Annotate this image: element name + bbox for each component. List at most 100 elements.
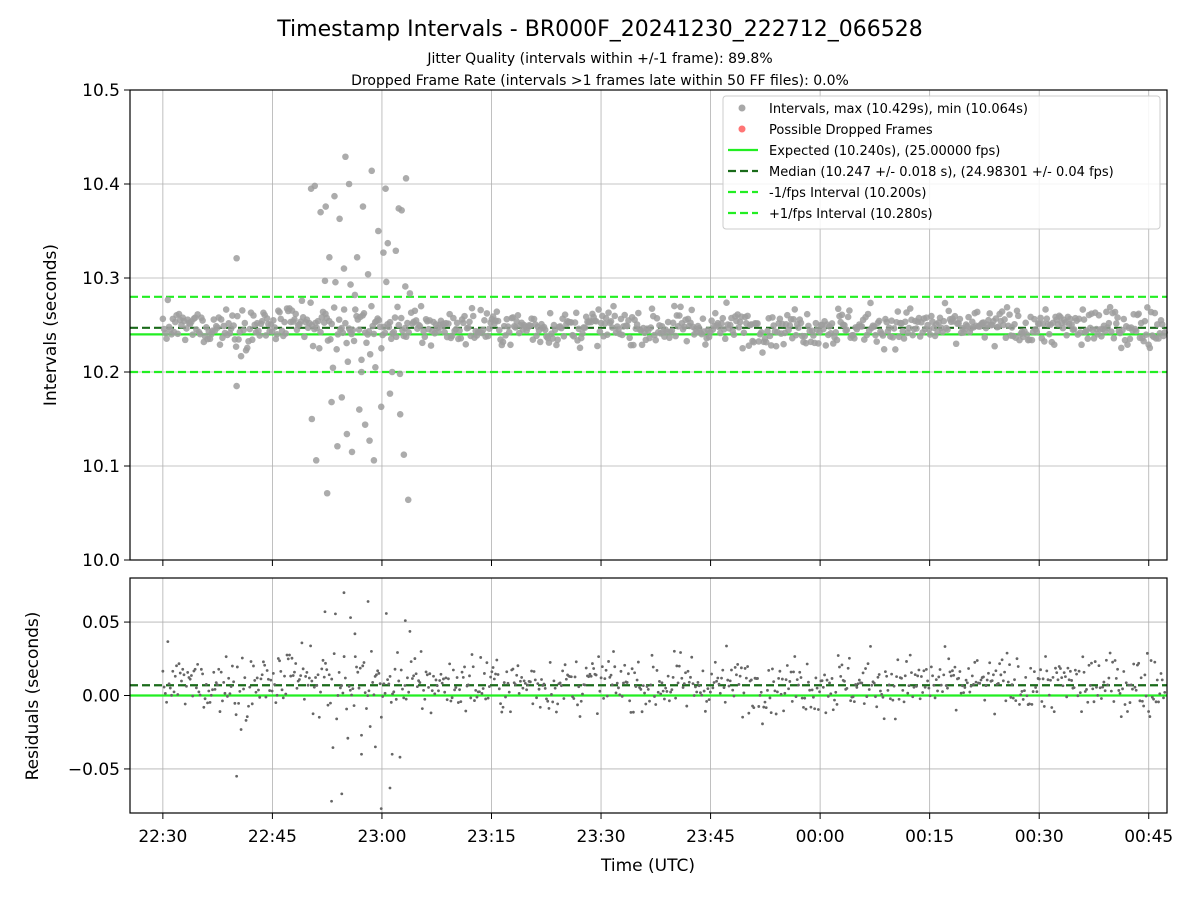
residual-point xyxy=(242,687,245,691)
residual-point xyxy=(166,640,170,644)
residual-point xyxy=(866,662,870,666)
residual-point xyxy=(463,665,466,669)
interval-point xyxy=(514,312,522,319)
interval-point xyxy=(398,207,405,214)
residual-point xyxy=(759,690,763,694)
residual-point xyxy=(631,710,635,714)
residual-point xyxy=(304,675,308,678)
interval-point xyxy=(900,335,908,342)
residual-point xyxy=(424,670,428,674)
interval-point xyxy=(851,335,858,342)
residual-point xyxy=(240,656,244,660)
residual-point xyxy=(665,690,669,693)
interval-point xyxy=(505,328,513,336)
residual-point xyxy=(975,659,979,662)
residual-point xyxy=(1092,700,1096,704)
legend-box xyxy=(722,95,1161,230)
residual-point xyxy=(388,786,392,790)
interval-point xyxy=(271,324,278,331)
residual-point xyxy=(423,697,427,701)
residual-point xyxy=(1097,664,1101,668)
interval-point xyxy=(370,457,378,464)
interval-point xyxy=(368,167,376,175)
residual-point xyxy=(733,666,737,669)
interval-point xyxy=(308,415,316,423)
residual-point xyxy=(250,702,254,706)
interval-point xyxy=(493,308,501,315)
interval-point xyxy=(630,341,637,349)
residual-point xyxy=(404,697,408,701)
interval-point xyxy=(396,370,404,378)
residual-point xyxy=(387,682,391,686)
residual-point xyxy=(347,684,351,688)
residual-point xyxy=(499,702,502,706)
residual-point xyxy=(1032,670,1036,674)
residual-point xyxy=(928,694,932,698)
residual-point xyxy=(178,671,182,675)
residual-point xyxy=(967,667,970,670)
residual-point xyxy=(790,699,794,703)
interval-point xyxy=(162,329,169,337)
residual-point xyxy=(1155,678,1159,682)
residual-point xyxy=(559,684,563,688)
residual-point xyxy=(295,686,299,690)
residual-point xyxy=(227,676,231,680)
residual-point xyxy=(265,669,269,672)
residual-point xyxy=(998,662,1002,666)
residual-point xyxy=(212,670,216,674)
residual-point xyxy=(783,691,787,695)
x-tick-label: 22:45 xyxy=(248,827,297,847)
residual-point xyxy=(1139,676,1143,680)
residual-point xyxy=(630,667,634,671)
interval-point xyxy=(405,328,412,336)
residual-point xyxy=(275,693,279,697)
interval-point xyxy=(740,329,748,337)
residual-point xyxy=(1039,668,1042,672)
interval-point xyxy=(926,331,934,338)
residual-point xyxy=(623,663,627,667)
interval-point xyxy=(309,342,317,350)
residual-point xyxy=(1073,668,1077,672)
residual-point xyxy=(1020,690,1024,693)
interval-point xyxy=(664,318,672,326)
interval-point xyxy=(411,307,419,315)
residual-point xyxy=(736,663,740,666)
interval-point xyxy=(940,317,948,325)
interval-point xyxy=(397,314,405,322)
residual-point xyxy=(619,669,623,673)
residual-point xyxy=(506,681,510,685)
residual-point xyxy=(744,676,748,680)
residual-point xyxy=(237,701,240,705)
residual-point xyxy=(788,680,792,683)
interval-point xyxy=(646,334,653,342)
residual-point xyxy=(1112,700,1116,703)
residual-point xyxy=(1052,710,1056,714)
interval-point xyxy=(348,448,356,456)
residual-point xyxy=(692,694,696,697)
interval-point xyxy=(1037,314,1044,322)
residual-point xyxy=(715,679,718,683)
residual-point xyxy=(679,651,682,654)
residual-point xyxy=(908,653,912,657)
residual-point xyxy=(1061,684,1065,688)
interval-point xyxy=(986,310,993,317)
residual-point xyxy=(1090,661,1093,665)
residual-point xyxy=(434,678,438,682)
residual-point xyxy=(427,685,430,689)
interval-point xyxy=(336,215,343,223)
residual-point xyxy=(1008,663,1011,667)
residual-point xyxy=(710,672,713,676)
residual-point xyxy=(433,692,437,696)
residual-point xyxy=(1042,705,1046,708)
residual-point xyxy=(448,662,452,666)
residual-point xyxy=(634,685,638,688)
residual-point xyxy=(1143,673,1147,677)
residual-point xyxy=(811,695,815,699)
interval-point xyxy=(183,325,190,332)
residual-point xyxy=(869,644,872,648)
residual-point xyxy=(1100,697,1103,700)
interval-point xyxy=(759,349,766,356)
interval-point xyxy=(726,321,734,329)
residual-point xyxy=(948,670,952,674)
residual-point xyxy=(1163,690,1167,694)
